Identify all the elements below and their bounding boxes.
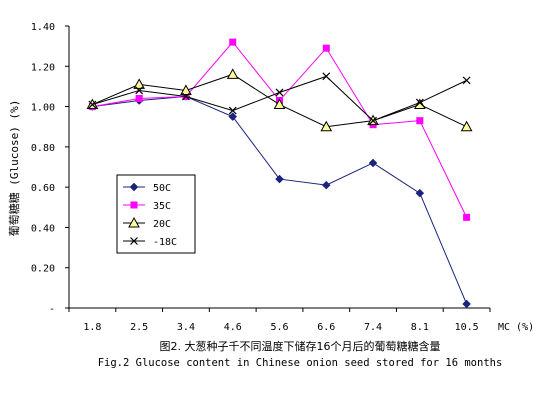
x-marker-stroke [462,76,471,85]
x-tick-label: 5.6 [270,322,288,333]
legend-marker [130,237,138,245]
data-point [413,98,426,110]
series-layer [86,38,473,309]
legend-marker [129,182,139,192]
legend-label: 20C [153,219,171,230]
x-tick-label: 8.1 [411,322,429,333]
y-tick-label: 1.20 [31,62,55,73]
x-tick-label: 7.4 [364,322,382,333]
x-tick-label: 1.8 [83,322,101,333]
x-tick-label: 3.4 [177,322,195,333]
data-point [229,38,237,46]
legend: 50C 35C 20C -18C [116,174,196,254]
x-marker-stroke [369,116,377,125]
y-tick-label: 0.60 [31,183,55,194]
legend-label: 50C [153,183,171,194]
x-marker-stroke [228,106,237,115]
x-marker-stroke [88,100,97,109]
legend-marker [128,216,140,228]
data-point [135,95,143,103]
data-point [415,98,424,107]
legend-item: 35C [123,201,171,212]
legend-item: 20C [123,216,171,230]
data-point [460,120,473,132]
data-point [182,92,190,101]
data-point [462,299,471,309]
legend-item: -18C [123,237,177,248]
data-point [416,117,424,125]
data-point [415,188,425,198]
y-tick-label: 1.40 [31,22,55,33]
data-point [135,86,144,95]
y-tick-label: 0.20 [31,264,55,275]
data-point [88,100,97,109]
data-point [462,76,471,85]
data-point [273,98,286,110]
x-tick-label: 2.5 [130,322,148,333]
legend-box [116,174,196,254]
x-marker-stroke [182,92,190,101]
data-point [226,68,239,79]
data-point [133,78,146,89]
data-point [322,72,331,81]
data-point [369,116,377,125]
caption-english: Fig.2 Glucose content in Chinese onion s… [98,357,503,369]
y-tick-label: 0.40 [31,223,55,234]
x-marker-stroke [135,86,144,95]
y-tick-label: 0.80 [31,143,55,154]
data-point [228,106,237,115]
data-point [180,84,192,95]
legend-label: 35C [153,201,171,212]
y-tick-label: - [49,304,55,315]
legend-label: -18C [153,237,177,248]
legend-item: 50C [123,182,171,194]
data-point [275,88,284,97]
data-point [275,174,284,184]
x-marker-stroke [322,72,331,81]
x-tick-label: 6.6 [317,322,335,333]
data-point [368,158,378,168]
x-axis-label: MC (%) [498,322,534,333]
x-marker-stroke [130,237,138,245]
x-marker-stroke [275,88,284,97]
data-point [228,112,238,121]
x-marker-stroke [415,98,424,107]
axes: - 0.20 0.40 0.60 0.80 1.00 1.20 1.40 1.8 2.5 3.4 4.… [31,22,491,333]
data-point [320,120,333,132]
y-axis-label: 葡萄糖糖 (Glucose) (%) [7,100,21,237]
series-4 [88,72,471,125]
legend-marker [130,201,138,209]
x-tick-label: 4.6 [224,322,242,333]
y-tick-label: 1.00 [31,103,55,114]
data-point [322,44,330,52]
data-point [463,213,471,221]
caption-chinese: 图2. 大葱种子千不同温度下储存16个月后的葡萄糖糖含量 [160,339,441,353]
x-tick-label: 10.5 [455,322,479,333]
data-point [321,180,331,190]
